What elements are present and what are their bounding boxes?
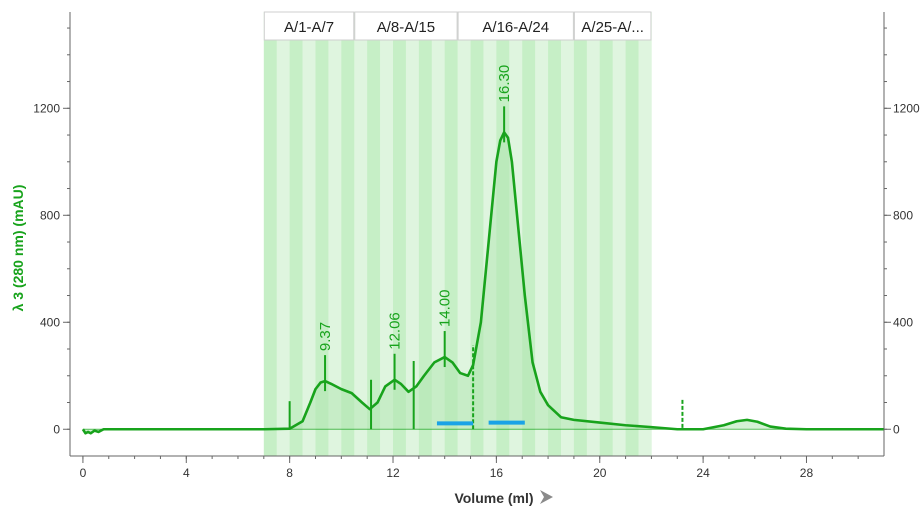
x-tick-label: 24	[696, 466, 710, 480]
fraction-stripe	[573, 12, 588, 456]
y-tick-label-right: 0	[893, 422, 900, 436]
y-axis-label: λ 3 (280 nm) (mAU)	[10, 185, 26, 312]
fraction-stripe	[354, 12, 368, 456]
pool-bars	[436, 420, 525, 426]
trace-fill	[82, 132, 885, 434]
x-axis-label: Volume (ml)	[454, 490, 533, 506]
fraction-stripe	[431, 12, 445, 456]
fraction-stripe	[586, 12, 601, 456]
fraction-stripe	[457, 12, 471, 456]
fraction-stripe	[638, 12, 652, 456]
fraction-stripe	[444, 12, 458, 456]
fraction-stripe	[289, 12, 303, 456]
fraction-stripe	[405, 12, 420, 456]
fraction-group-header	[573, 11, 652, 41]
axes: 0 0 400 400 800 800 1200 1200 0 4 8 12 16 20 24 28	[33, 12, 920, 480]
fraction-region	[263, 12, 652, 456]
fraction-stripe	[302, 12, 316, 456]
x-tick-label: 16	[490, 466, 504, 480]
fraction-group-label: A/25-A/...	[581, 19, 644, 36]
x-tick-label: 20	[593, 466, 607, 480]
fraction-stripe	[393, 12, 407, 456]
y-tick-label-right: 400	[893, 315, 913, 329]
x-tick-label: 12	[386, 466, 400, 480]
x-axis-label-arrow-icon	[540, 490, 553, 504]
peak-markers	[288, 345, 684, 430]
fraction-stripe	[535, 12, 549, 456]
fraction-group-label: A/8-A/15	[377, 19, 435, 36]
fraction-stripe	[560, 12, 575, 456]
fraction-stripe	[612, 12, 626, 456]
y-tick-label: 800	[40, 208, 60, 222]
fraction-stripe	[263, 12, 278, 456]
fraction-stripe	[367, 12, 381, 456]
peak-labels: 9.37 12.06 14.00 16.30	[317, 65, 513, 392]
peak-label: 16.30	[496, 65, 513, 103]
fraction-stripe	[315, 12, 329, 456]
fraction-stripe	[599, 12, 613, 456]
trace-line	[81, 131, 884, 435]
fraction-stripe	[548, 12, 562, 456]
x-tick-label: 28	[800, 466, 814, 480]
y-tick-label-right: 800	[893, 208, 913, 222]
fraction-group-label: A/1-A/7	[284, 19, 334, 36]
y-tick-label: 0	[53, 422, 60, 436]
peak-label: 12.06	[387, 312, 404, 350]
fraction-stripe	[418, 12, 433, 456]
x-tick-label: 8	[286, 466, 293, 480]
x-tick-label: 0	[80, 466, 87, 480]
fraction-group-label: A/16-A/24	[482, 19, 549, 36]
fraction-group-headers: A/1-A/7 A/8-A/15 A/16-A/24 A/25-A/...	[263, 11, 652, 41]
y-tick-label: 1200	[33, 101, 60, 115]
fraction-stripe	[625, 12, 639, 456]
peak-label: 14.00	[437, 289, 454, 327]
peak-label: 9.37	[317, 322, 334, 351]
fraction-group-header	[354, 11, 458, 41]
x-tick-label: 4	[183, 466, 190, 480]
y-tick-label-right: 1200	[893, 101, 920, 115]
y-tick-label: 400	[40, 315, 60, 329]
fraction-group-header	[263, 11, 355, 41]
fraction-stripe	[276, 12, 290, 456]
fraction-stripe	[380, 12, 394, 456]
fraction-stripe	[341, 12, 355, 456]
trace-line-path	[81, 131, 884, 435]
fraction-group-header	[457, 11, 574, 41]
fraction-stripe	[328, 12, 342, 456]
